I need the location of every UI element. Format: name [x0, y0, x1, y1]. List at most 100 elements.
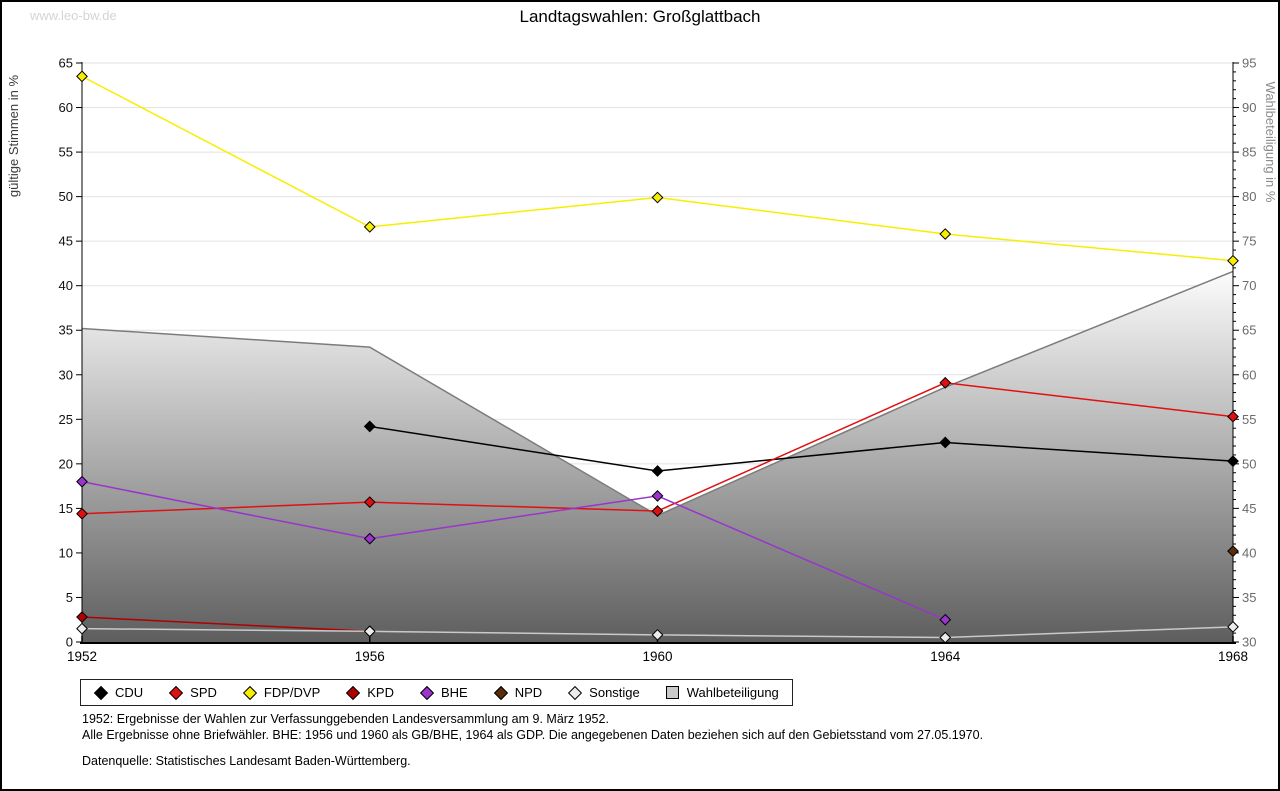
right-tick-label: 80	[1242, 189, 1256, 204]
legend-label: CDU	[115, 685, 144, 700]
kpd-marker-icon	[346, 685, 361, 700]
right-tick-label: 75	[1242, 234, 1256, 249]
right-tick-label: 70	[1242, 278, 1256, 293]
sonstige-marker-icon	[568, 685, 583, 700]
turnout-area	[82, 271, 1233, 642]
right-tick-label: 95	[1242, 56, 1256, 71]
left-tick-label: 60	[59, 100, 73, 115]
right-tick-label: 45	[1242, 501, 1256, 516]
left-tick-label: 15	[59, 501, 73, 516]
data-point-marker	[939, 631, 952, 644]
legend-item-bhe: BHE	[419, 685, 468, 700]
data-point-marker	[76, 622, 88, 635]
footnotes: 1952: Ergebnisse der Wahlen zur Verfassu…	[82, 712, 983, 770]
turnout-area-layer	[81, 270, 1234, 642]
legend-label: SPD	[190, 685, 217, 700]
right-tick-label: 50	[1242, 456, 1256, 471]
legend-item-kpd: KPD	[346, 685, 394, 700]
series-layer	[76, 70, 1239, 644]
left-tick-label: 65	[59, 56, 73, 71]
legend-item-spd: SPD	[169, 685, 217, 700]
legend-item-npd: NPD	[493, 685, 543, 700]
data-point-marker	[651, 191, 664, 204]
data-point-marker	[363, 220, 376, 233]
data-point-marker	[363, 532, 376, 545]
chart-title: Landtagswahlen: Großglattbach	[519, 7, 761, 26]
left-tick-label: 20	[59, 456, 73, 471]
data-point-marker	[939, 613, 952, 626]
data-point-marker	[76, 507, 88, 520]
right-tick-label: 30	[1242, 635, 1256, 650]
right-tick-label: 90	[1242, 100, 1256, 115]
left-tick-label: 30	[59, 367, 73, 382]
year-label: 1952	[67, 649, 97, 664]
data-point-marker	[939, 228, 952, 240]
footnote-line-2: Alle Ergebnisse ohne Briefwähler. BHE: 1…	[82, 727, 984, 742]
right-tick-label: 85	[1242, 145, 1256, 160]
legend-label: FDP/DVP	[263, 685, 321, 700]
left-tick-label: 10	[59, 545, 73, 560]
data-point-marker	[651, 490, 664, 502]
legend-item-cdu: CDU	[93, 685, 144, 700]
data-point-marker	[1227, 254, 1239, 267]
legend-label: BHE	[440, 685, 468, 700]
series-line-bhe	[81, 480, 946, 621]
right-axis-title: Wahlbeteiligung in %	[1263, 82, 1278, 203]
left-tick-label: 50	[59, 189, 73, 204]
legend-label: Sonstige	[589, 685, 640, 700]
legend-item-sonstige: Sonstige	[568, 685, 640, 700]
data-point-marker	[76, 70, 88, 83]
year-label: 1968	[1218, 649, 1248, 664]
right-tick-label: 60	[1242, 367, 1256, 382]
year-label: 1960	[642, 649, 672, 664]
left-tick-label: 5	[66, 590, 73, 605]
spd-marker-icon	[169, 685, 184, 700]
election-line-chart: 0 5 10 15 20 25 30 35 40 45 50 55 60 65 30 35 40 45 50 55 60…	[6, 56, 1278, 665]
npd-marker-icon	[493, 685, 508, 700]
left-tick-label: 0	[66, 635, 73, 650]
data-point-marker	[76, 611, 88, 623]
data-point-marker	[363, 496, 376, 509]
fdp-dvp-marker-icon	[242, 685, 257, 700]
series-line-cdu	[369, 425, 1234, 472]
turnout-swatch-icon	[665, 686, 679, 699]
right-tick-label: 35	[1242, 590, 1256, 605]
watermark: www.leo-bw.de	[30, 8, 117, 23]
left-tick-label: 40	[59, 278, 73, 293]
series-line-fdp-dvp	[81, 75, 1234, 262]
left-tick-label: 35	[59, 323, 73, 338]
series-line-kpd	[81, 616, 370, 633]
footnote-source: Datenquelle: Statistisches Landesamt Bad…	[82, 754, 411, 768]
left-tick-label: 45	[59, 234, 73, 249]
data-point-marker	[939, 436, 952, 449]
left-tick-label: 55	[59, 145, 73, 160]
data-point-marker	[651, 628, 664, 641]
legend-label: KPD	[367, 685, 394, 700]
left-tick-label: 25	[59, 412, 73, 427]
data-point-marker	[651, 505, 664, 517]
data-point-marker	[651, 465, 664, 477]
legend-item-wahlbeteiligung: Wahlbeteiligung	[665, 685, 779, 700]
legend: CDU SPD FDP/DVP KPD BHE NPD Sonstige Wahlbeteil…	[80, 679, 793, 706]
legend-item-fdp-dvp: FDP/DVP	[242, 685, 321, 700]
right-tick-label: 65	[1242, 323, 1256, 338]
right-tick-label: 40	[1242, 545, 1256, 560]
data-point-marker	[1227, 410, 1239, 423]
data-point-marker	[76, 475, 88, 488]
bhe-marker-icon	[419, 685, 435, 700]
cdu-marker-icon	[93, 685, 109, 700]
footnote-line-1: 1952: Ergebnisse der Wahlen zur Verfassu…	[82, 712, 609, 726]
data-point-marker	[939, 376, 952, 389]
year-label: 1956	[355, 649, 385, 664]
data-point-marker	[363, 420, 376, 433]
data-point-marker	[363, 625, 376, 638]
tick-label-layer: 0 5 10 15 20 25 30 35 40 45 50 55 60 65 30 35 40 45 50 55 60…	[59, 56, 1257, 665]
data-point-marker	[1227, 455, 1239, 468]
axis-layer	[76, 62, 1239, 644]
legend-label: Wahlbeteiligung	[686, 685, 779, 700]
data-point-marker	[1227, 545, 1239, 558]
legend-label: NPD	[514, 685, 543, 700]
left-axis-title: gültige Stimmen in %	[6, 75, 21, 198]
year-label: 1964	[930, 649, 961, 664]
